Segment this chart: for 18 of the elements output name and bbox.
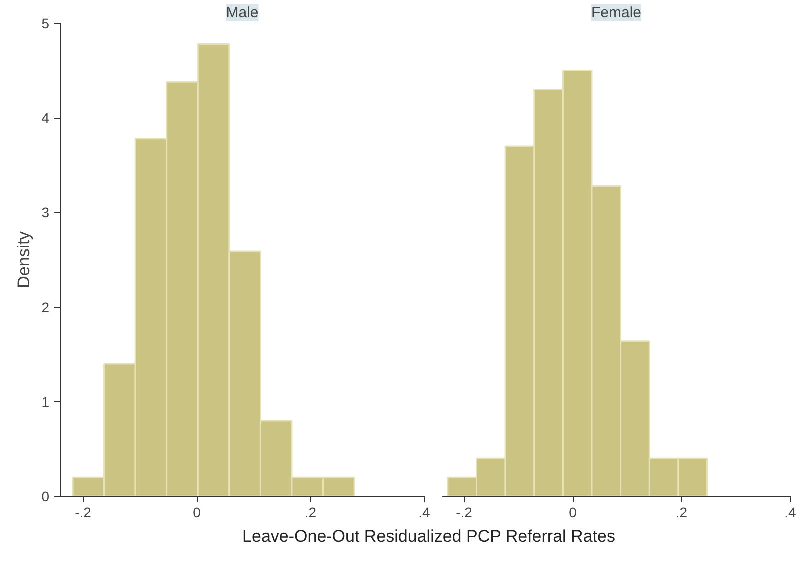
x-tick-label: .4 [418,504,431,520]
y-tick-label: 1 [42,394,50,410]
chart-title: Male [226,4,259,22]
x-tick-label: .4 [784,504,797,520]
chart-title: Female [591,4,642,22]
x-tick-label: -.2 [456,504,473,520]
y-tick-label: 4 [42,110,50,126]
x-tick-label: -.2 [75,504,92,520]
x-tick-label: 0 [569,504,578,520]
y-tick-label: 5 [42,16,50,32]
y-axis-title: Density [14,231,34,288]
x-axis-title: Leave-One-Out Residualized PCP Referral Rates [242,526,616,548]
y-tick-label: 3 [42,204,50,221]
x-tick-label: 0 [193,504,202,520]
x-tick-label: .2 [676,504,688,520]
y-tick-label: 2 [42,299,50,316]
y-tick-label: 0 [42,488,50,504]
x-tick-label: .2 [304,504,317,520]
